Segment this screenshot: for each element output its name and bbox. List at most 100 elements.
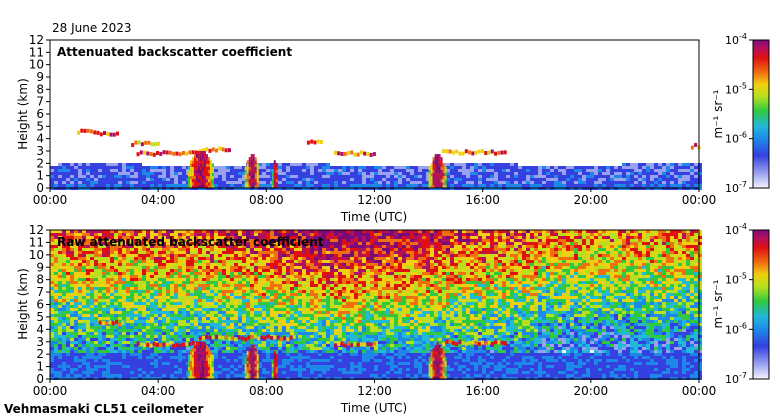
- cloud-segment: [191, 341, 195, 346]
- cloud-segment: [194, 150, 198, 155]
- y-tick-label: 5: [36, 119, 44, 133]
- x-tick-label: 00:00: [682, 384, 717, 398]
- plot-frame-attenuated: [49, 39, 700, 189]
- cloud-segment: [319, 139, 323, 144]
- cloud-segment: [484, 151, 488, 156]
- cloud-layers-raw: [98, 319, 507, 348]
- cloud-segment: [221, 335, 225, 340]
- cloud-segment: [333, 343, 337, 348]
- colorbar-tick-label: 10-5: [725, 81, 747, 96]
- cloud-segment: [109, 132, 113, 137]
- cloud-segment: [80, 128, 84, 133]
- cloud-segment: [131, 143, 135, 148]
- cloud-segment: [270, 335, 274, 340]
- cloud-segment: [211, 147, 215, 152]
- cloud-segment: [218, 335, 222, 340]
- y-tick-label: 4: [36, 322, 44, 336]
- cloud-segment: [114, 319, 118, 324]
- cloud-segment: [144, 140, 148, 145]
- cloud-segment: [205, 335, 209, 340]
- x-tick-label: 12:00: [357, 384, 392, 398]
- panel-title-raw: Raw attenuated backscatter coefficient: [57, 235, 324, 249]
- y-tick-label: 1: [36, 360, 44, 374]
- cloud-segment: [471, 151, 475, 156]
- plot-area-raw: [50, 230, 702, 380]
- cloud-segment: [455, 342, 459, 347]
- precipitation-shafts-attenuated: [187, 151, 447, 189]
- cloud-segment: [149, 151, 153, 156]
- y-tick-label: 10: [29, 248, 44, 262]
- cloud-segment: [343, 343, 347, 348]
- cloud-segment: [140, 142, 144, 147]
- cloud-segment: [156, 342, 160, 347]
- cloud-segment: [353, 152, 357, 157]
- cloud-segment: [152, 341, 156, 346]
- cloud-segment: [134, 140, 138, 145]
- cloud-segment: [143, 343, 147, 348]
- cloud-segment: [458, 340, 462, 345]
- cloud-segment: [369, 342, 373, 347]
- colorbar-attenuated: 10-7 10-6 10-5 10-4 m⁻¹ sr⁻¹: [711, 32, 770, 195]
- cloud-segment: [112, 132, 116, 137]
- x-axis-attenuated: 00:00 04:00 08:00 12:00 16:00 20:00 00:00: [33, 188, 716, 207]
- cloud-segment: [214, 334, 218, 339]
- cloud-segment: [359, 150, 363, 155]
- y-tick-label: 12: [29, 223, 44, 237]
- cloud-segment: [136, 341, 140, 346]
- colorbar-tick-label: 10-4: [725, 222, 747, 237]
- plot-area-attenuated: [50, 128, 702, 190]
- y-tick-label: 1: [36, 169, 44, 183]
- cloud-segment: [162, 150, 166, 155]
- cloud-segment: [214, 148, 218, 153]
- x-axis-label-attenuated: Time (UTC): [340, 210, 407, 224]
- cloud-segment: [353, 341, 357, 346]
- cloud-segment: [157, 141, 161, 146]
- x-tick-label: 16:00: [465, 384, 500, 398]
- cloud-segment: [289, 335, 293, 340]
- cloud-segment: [168, 150, 172, 155]
- cloud-segment: [369, 152, 373, 157]
- cloud-segment: [464, 149, 468, 154]
- x-tick-label: 04:00: [141, 384, 176, 398]
- cloud-segment: [240, 336, 244, 341]
- cloud-segment: [224, 148, 228, 153]
- cloud-segment: [464, 341, 468, 346]
- cloud-segment: [350, 343, 354, 348]
- cloud-segment: [468, 150, 472, 155]
- cloud-segment: [494, 340, 498, 345]
- y-tick-label: 2: [36, 347, 44, 361]
- cloud-segment: [337, 341, 341, 346]
- cloud-segment: [366, 152, 370, 157]
- cloud-segment: [363, 151, 367, 156]
- cloud-segment: [152, 152, 156, 157]
- cloud-segment: [96, 130, 100, 135]
- cloud-segment: [178, 343, 182, 348]
- cloud-segment: [136, 152, 140, 157]
- x-tick-label: 16:00: [465, 193, 500, 207]
- cloud-segment: [237, 335, 241, 340]
- cloud-segment: [103, 130, 107, 135]
- cloud-segment: [484, 341, 488, 346]
- cloud-segment: [468, 340, 472, 345]
- cloud-segment: [500, 150, 504, 155]
- cloud-segment: [448, 149, 452, 154]
- cloud-segment: [494, 151, 498, 156]
- x-axis-raw: 00:00 04:00 08:00 12:00 16:00 20:00 00:00: [33, 379, 717, 398]
- cloud-segment: [218, 146, 222, 151]
- y-tick-label: 9: [36, 70, 44, 84]
- cloud-segment: [477, 149, 481, 154]
- cloud-segment: [181, 150, 185, 155]
- cloud-segment: [159, 151, 163, 156]
- cloud-segment: [343, 151, 347, 156]
- cloud-segment: [445, 149, 449, 154]
- x-tick-label: 04:00: [141, 193, 176, 207]
- cloud-segment: [211, 335, 215, 340]
- cloud-segment: [306, 140, 310, 145]
- cloud-segment: [350, 150, 354, 155]
- x-axis-label-raw: Time (UTC): [340, 401, 407, 415]
- cloud-segment: [121, 320, 125, 325]
- colorbar-tick-label: 10-5: [725, 272, 747, 287]
- cloud-segment: [471, 340, 475, 345]
- cloud-segment: [333, 150, 337, 155]
